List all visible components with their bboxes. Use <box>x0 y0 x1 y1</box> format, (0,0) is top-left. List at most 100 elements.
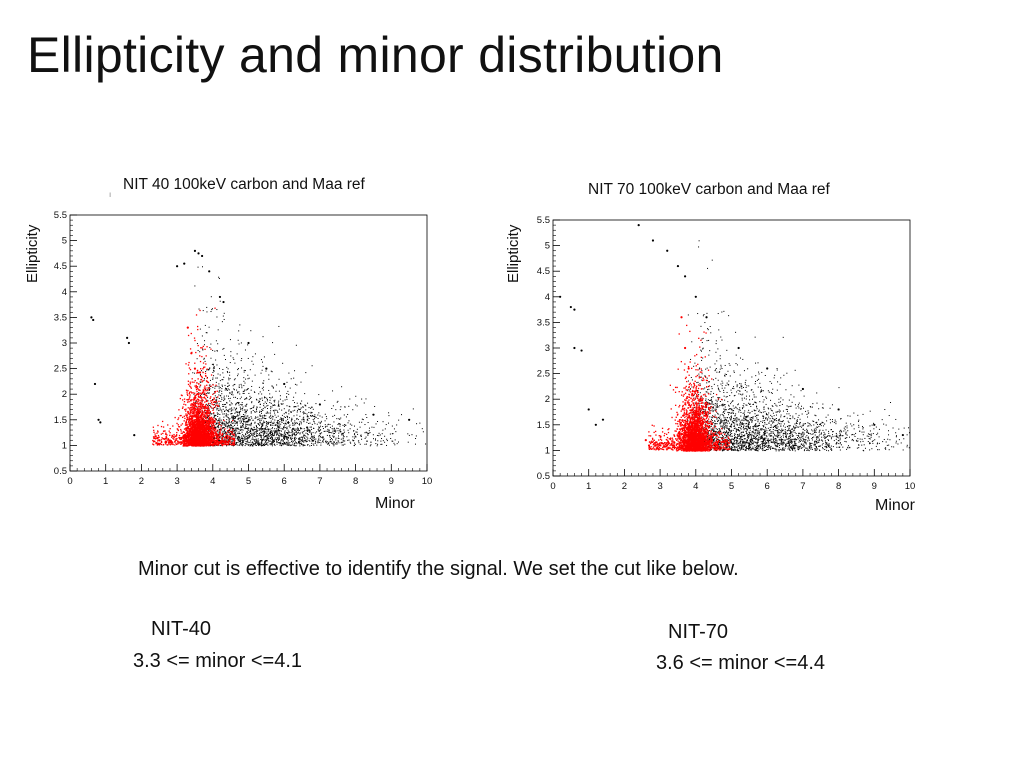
point-s0-17 <box>801 387 804 391</box>
point-s0-5 <box>126 336 129 339</box>
y-tick-label: 0.5 <box>537 471 550 482</box>
point-s0-8 <box>176 265 179 268</box>
point-s1-4 <box>200 413 204 416</box>
y-tick-label: 5 <box>62 236 67 247</box>
x-tick-label: 4 <box>210 476 215 487</box>
y-tick-label: 1.5 <box>537 420 550 431</box>
point-s1-2 <box>687 367 690 370</box>
point-s0-5 <box>587 408 590 411</box>
y-tick-label: 3.5 <box>54 312 67 323</box>
point-s0-9 <box>651 239 655 242</box>
chart-1-ylabel: Ellipticity <box>24 224 41 283</box>
point-s1-7 <box>193 434 197 437</box>
y-tick-label: 3.5 <box>537 317 550 328</box>
x-tick-label: 10 <box>905 481 916 492</box>
x-tick-label: 4 <box>693 481 698 492</box>
point-s0-14 <box>705 316 708 319</box>
x-tick-label: 3 <box>174 476 179 487</box>
point-s0-7 <box>601 418 605 421</box>
y-tick-label: 4 <box>545 292 550 303</box>
cut-note: Minor cut is effective to identify the s… <box>138 558 739 580</box>
point-s0-16 <box>247 341 250 345</box>
point-s1-9 <box>158 439 161 442</box>
point-s0-14 <box>218 295 222 299</box>
point-s1-0 <box>680 316 683 319</box>
plot-frame <box>552 219 911 477</box>
point-s0-20 <box>372 413 375 416</box>
point-s1-5 <box>204 428 207 432</box>
x-tick-label: 8 <box>353 476 358 487</box>
point-s0-12 <box>683 275 687 278</box>
point-s0-0 <box>90 316 93 319</box>
x-tick-label: 6 <box>765 481 770 492</box>
x-tick-label: 10 <box>422 476 433 487</box>
x-tick-label: 0 <box>67 476 72 487</box>
point-s0-6 <box>127 341 131 345</box>
y-tick-label: 0.5 <box>54 466 67 477</box>
chart-2-xlabel: Minor <box>875 497 916 514</box>
point-s0-20 <box>901 433 904 437</box>
point-s0-0 <box>559 295 562 298</box>
point-s0-1 <box>92 318 95 322</box>
point-s0-15 <box>222 300 225 304</box>
chart-2-plot: 0 1 2 3 4 5 6 7 8 9 10 0.5 1 1.5 2 2.5 3 3.5 4 4.5 5 5.5 <box>537 215 916 492</box>
x-tick-label: 1 <box>103 476 108 487</box>
chart-1-title: NIT 40 100keV carbon and Maa ref <box>123 176 365 193</box>
x-tick-label: 1 <box>586 481 591 492</box>
chart-1-plot: 0 1 2 3 4 5 6 7 8 9 10 0.5 1 1.5 2 2.5 3 3.5 4 4.5 5 5.5 <box>54 210 433 487</box>
point-s1-2 <box>193 367 197 370</box>
point-s0-18 <box>837 408 840 411</box>
point-s0-21 <box>408 418 411 421</box>
y-tick-label: 4.5 <box>537 266 550 277</box>
point-s0-8 <box>637 224 640 227</box>
point-s0-13 <box>694 295 697 298</box>
point-s0-10 <box>666 249 669 252</box>
point-s0-3 <box>573 346 576 350</box>
x-tick-label: 9 <box>389 476 394 487</box>
point-s1-1 <box>190 352 193 355</box>
nit40-label: NIT-40 <box>151 618 212 640</box>
x-tick-label: 8 <box>836 481 841 492</box>
point-s1-11 <box>215 434 218 437</box>
point-s0-12 <box>200 254 204 258</box>
nit70-label: NIT-70 <box>668 621 729 643</box>
y-tick-label: 3 <box>545 343 550 354</box>
nit40-cut: 3.3 <= minor <=4.1 <box>133 650 303 672</box>
point-s0-1 <box>569 305 572 309</box>
y-tick-label: 2.5 <box>54 364 67 375</box>
point-s1-0 <box>186 326 189 329</box>
x-tick-label: 0 <box>550 481 555 492</box>
point-s0-3 <box>97 418 100 421</box>
y-tick-label: 2.5 <box>537 369 550 380</box>
x-tick-label: 7 <box>317 476 322 487</box>
x-tick-label: 5 <box>729 481 734 492</box>
point-s1-11 <box>708 444 712 447</box>
y-tick-label: 1 <box>545 445 550 456</box>
x-tick-label: 2 <box>622 481 627 492</box>
point-s1-9 <box>644 439 647 442</box>
point-s0-4 <box>99 421 102 424</box>
point-s0-2 <box>573 308 576 311</box>
y-tick-label: 2 <box>545 394 550 405</box>
y-tick-label: 5.5 <box>54 210 67 221</box>
point-s0-19 <box>873 423 876 426</box>
point-s0-18 <box>283 382 286 386</box>
point-s1-6 <box>701 439 705 442</box>
point-s0-9 <box>183 262 186 265</box>
y-tick-label: 1 <box>62 440 67 451</box>
chart-2-title: NIT 70 100keV carbon and Maa ref <box>588 181 830 198</box>
point-s1-8 <box>659 444 662 447</box>
point-s0-16 <box>766 367 769 370</box>
point-s0-15 <box>737 346 740 350</box>
stray-mark: ı <box>109 190 112 199</box>
x-tick-label: 5 <box>246 476 251 487</box>
nit70-cut: 3.6 <= minor <=4.4 <box>656 652 826 674</box>
point-s0-19 <box>318 403 321 406</box>
slide-title: Ellipticity and minor distribution <box>27 27 724 83</box>
point-s0-4 <box>580 349 583 352</box>
chart-1-xlabel: Minor <box>375 495 416 512</box>
y-tick-label: 3 <box>62 338 67 349</box>
point-s0-11 <box>676 264 680 268</box>
y-tick-label: 4.5 <box>54 261 67 272</box>
x-tick-label: 3 <box>657 481 662 492</box>
